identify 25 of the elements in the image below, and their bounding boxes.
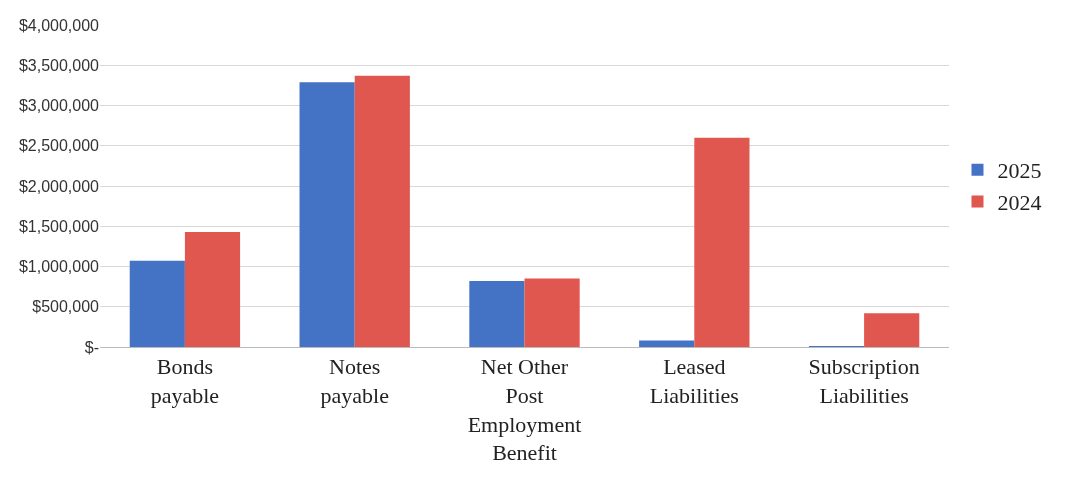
bar: [469, 280, 525, 347]
y-tick-label: $4,000,000: [18, 16, 100, 34]
bar: [354, 75, 410, 347]
y-tick-label: $2,500,000: [18, 137, 100, 155]
y-tick-label: $-: [84, 338, 99, 356]
y-tick-label: $3,000,000: [18, 97, 100, 115]
bar: [299, 82, 355, 347]
y-tick-label: $2,000,000: [18, 177, 100, 195]
y-tick-label: $1,500,000: [18, 217, 100, 235]
bar: [639, 340, 695, 347]
bar: [184, 231, 241, 347]
x-tick-label: Subscription Liabilities: [808, 354, 920, 408]
x-tick-label: Net Other Post Employment Benefit: [467, 354, 582, 466]
y-tick-label: $500,000: [32, 298, 100, 316]
y-tick-label: $1,000,000: [18, 258, 100, 276]
legend-label: 2025: [997, 158, 1042, 184]
bar: [694, 137, 750, 347]
bar: [864, 313, 920, 347]
bar: [524, 278, 580, 347]
x-tick-label: Notes payable: [320, 354, 389, 408]
legend-label: 2024: [997, 189, 1042, 215]
x-tick-label: Leased Liabilities: [649, 354, 739, 408]
x-tick-label: Bonds payable: [150, 354, 220, 408]
y-tick-label: $3,500,000: [18, 56, 100, 74]
bar: [129, 260, 185, 347]
